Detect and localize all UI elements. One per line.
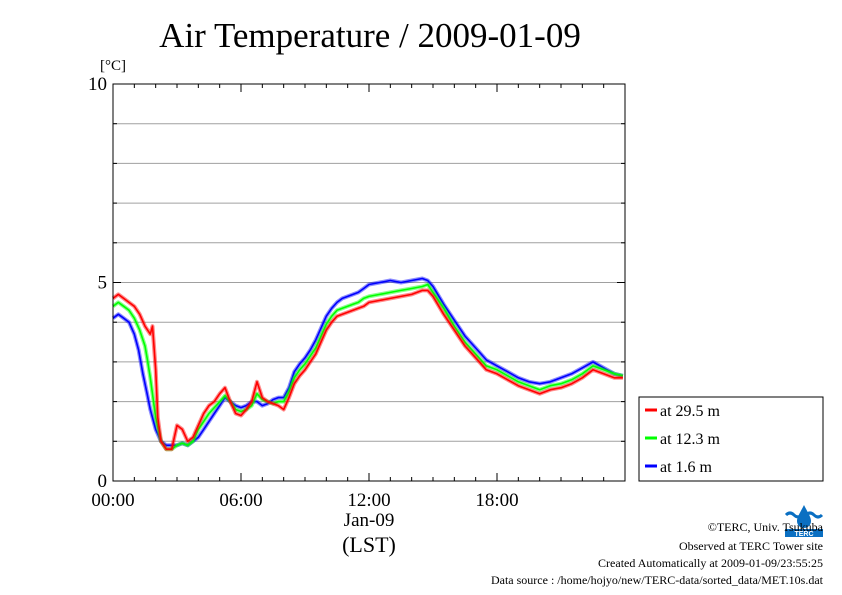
legend-label: at 1.6 m xyxy=(660,459,713,476)
x-tick-label: 06:00 xyxy=(219,490,262,511)
y-axis-ticks: 0 5 10 xyxy=(88,74,625,492)
series-band xyxy=(111,288,623,452)
terc-logo: TERC xyxy=(784,503,824,538)
copyright-text: ©TERC, Univ. Tsukuba xyxy=(708,520,824,534)
x-tick-label: 18:00 xyxy=(475,490,518,511)
x-axis-timezone-label: (LST) xyxy=(342,532,396,557)
series-line xyxy=(112,283,624,451)
logo-text: TERC xyxy=(794,531,813,538)
x-tick-label: 00:00 xyxy=(91,490,134,511)
grid-lines xyxy=(113,123,625,442)
y-tick-label: 5 xyxy=(98,273,108,294)
series-band xyxy=(111,282,624,452)
legend: at 29.5 m at 12.3 m at 1.6 m xyxy=(638,396,824,482)
series-line xyxy=(112,277,624,447)
x-axis-ticks: 00:00 06:00 12:00 18:00 xyxy=(91,84,626,511)
x-axis-date-label: Jan-09 xyxy=(344,510,395,531)
created-timestamp-text: Created Automatically at 2009-01-09/23:5… xyxy=(598,556,823,570)
x-tick-label: 12:00 xyxy=(347,490,390,511)
y-tick-label: 10 xyxy=(88,74,107,95)
legend-box xyxy=(638,396,824,482)
series-line xyxy=(112,289,623,451)
legend-label: at 12.3 m xyxy=(660,431,721,448)
legend-label: at 29.5 m xyxy=(660,403,721,420)
series-lines xyxy=(111,276,624,452)
data-source-text: Data source : /home/hojyo/new/TERC-data/… xyxy=(491,573,824,587)
y-tick-label: 0 xyxy=(98,471,108,492)
y-axis-unit-label: [°C] xyxy=(100,58,126,74)
observation-site-text: Observed at TERC Tower site xyxy=(679,539,823,553)
chart-title: Air Temperature / 2009-01-09 xyxy=(159,16,581,55)
